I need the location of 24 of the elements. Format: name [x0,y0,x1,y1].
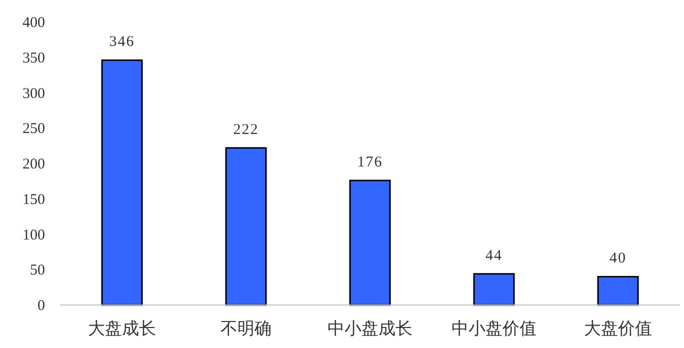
x-tick-label: 大盘价值 [584,319,652,338]
bar [225,147,267,306]
y-tick-label: 50 [30,262,45,279]
data-label: 176 [357,154,383,170]
data-label: 44 [486,248,502,264]
y-tick-label: 100 [22,227,45,244]
data-label: 40 [610,250,626,267]
y-tick-label: 200 [22,156,45,172]
y-tick-label: 150 [22,192,45,208]
y-tick-label: 250 [22,121,45,138]
y-tick-label: 300 [22,86,45,102]
bar [597,276,639,306]
x-tick-label: 不明确 [220,319,272,338]
x-tick-label: 大盘成长 [88,319,156,338]
x-tick-label: 中小盘成长 [328,319,412,338]
bar [473,273,515,306]
bar [349,180,391,306]
data-label: 222 [233,122,259,138]
bar [101,59,143,306]
y-tick-label: 350 [22,50,45,66]
x-tick-label: 中小盘价值 [452,319,536,338]
y-tick-label: 0 [38,298,45,314]
data-label: 346 [109,34,135,50]
y-tick-label: 400 [22,15,45,31]
